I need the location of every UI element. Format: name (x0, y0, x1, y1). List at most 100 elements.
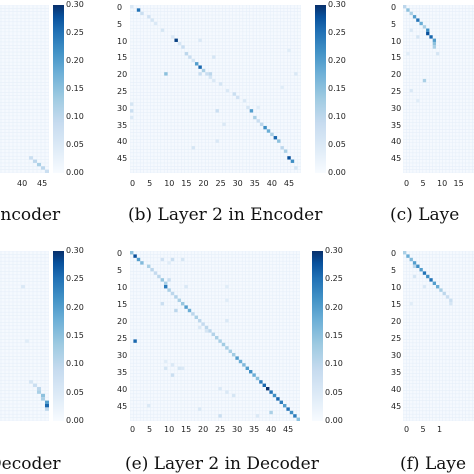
tick-label: 45 (117, 402, 128, 411)
tick-label: 0.00 (66, 168, 84, 177)
tick-label: 40 (266, 179, 277, 188)
heatmap-svg (130, 251, 300, 421)
tick-label: 10 (117, 36, 128, 46)
heatmap-cell (287, 48, 291, 53)
heatmap-cell (422, 271, 427, 275)
heatmap-cell (177, 298, 181, 302)
tick-label: 5 (147, 179, 153, 188)
heatmap-cell (201, 322, 205, 326)
heatmap-cell (45, 169, 49, 173)
heatmap-cell (198, 38, 202, 42)
heatmap-svg (130, 5, 301, 173)
heatmap-cell (403, 5, 407, 9)
heatmap-encoder-layer2 (130, 5, 301, 173)
heatmap-cell (177, 41, 182, 46)
heatmap-cell (293, 414, 297, 418)
heatmap-cell (198, 325, 202, 330)
heatmap-cell (429, 35, 433, 39)
tick-label: 15 (117, 53, 128, 63)
heatmap-cell (280, 85, 284, 89)
heatmap-cell (140, 261, 144, 265)
heatmap-cell (181, 302, 185, 306)
heatmap-cell (255, 376, 260, 381)
heatmap-cell (208, 72, 213, 76)
tick-label: 0.20 (66, 302, 84, 312)
heatmap-cell (429, 278, 433, 282)
heatmap-cell (29, 380, 33, 384)
tick-label: 25 (391, 334, 402, 343)
caption-b: (b) Layer 2 in Encoder (128, 205, 323, 225)
heatmap-cell (225, 285, 229, 289)
heatmap-cell (445, 295, 450, 299)
heatmap-cell (422, 25, 427, 29)
heatmap-cell (273, 136, 278, 140)
colorbar-b (315, 5, 326, 173)
heatmap-cell (160, 278, 164, 282)
heatmap-cell (294, 166, 298, 170)
caption-e: (e) Layer 2 in Decoder (125, 454, 319, 474)
heatmap-cell (170, 373, 175, 377)
tick-label: 0.20 (66, 56, 84, 65)
tick-label: 0 (130, 179, 136, 188)
heatmap-svg (0, 251, 49, 421)
heatmap-cell (280, 146, 284, 150)
tick-label: 0.10 (66, 359, 84, 369)
heatmap-cell (419, 268, 423, 272)
heatmap-decoder-layer2 (130, 251, 300, 421)
heatmap-cell (235, 356, 239, 360)
tick-label: 15 (391, 53, 402, 63)
heatmap-cell (218, 414, 222, 418)
tick-label: 10 (164, 179, 175, 188)
tick-label: 0.15 (328, 84, 346, 93)
heatmap-cell (215, 139, 219, 143)
heatmap-cell (130, 109, 134, 113)
tick-label: 15 (181, 179, 192, 188)
tick-label: 0 (391, 3, 397, 12)
heatmap-cell (215, 109, 219, 113)
heatmap-cell (167, 261, 171, 265)
tick-label: 20 (117, 317, 128, 326)
tick-label: 25 (117, 334, 128, 343)
tick-label: 5 (117, 266, 123, 275)
heatmap-cell (436, 285, 440, 289)
heatmap-cell (287, 156, 291, 160)
heatmap-cell (194, 62, 199, 66)
heatmap-cell (130, 102, 134, 106)
tick-label: 0.10 (325, 359, 343, 369)
tick-label: 25 (391, 87, 402, 96)
heatmap-cell (37, 387, 41, 391)
heatmap-cell (412, 261, 417, 265)
tick-label: 15 (453, 179, 464, 188)
heatmap-cell (253, 115, 257, 120)
heatmap-cell (160, 28, 165, 32)
heatmap-cell (232, 92, 237, 96)
heatmap-cell (406, 8, 410, 12)
tick-label: 35 (391, 368, 402, 377)
heatmap-cell (449, 302, 453, 306)
heatmap-cell (262, 383, 266, 387)
tick-label: 0.20 (325, 302, 343, 312)
tick-label: 10 (391, 36, 402, 46)
heatmap-cell (29, 156, 33, 160)
tick-label: 15 (117, 300, 128, 309)
heatmap-cell (208, 329, 212, 333)
heatmap-cell (164, 72, 168, 76)
heatmap-cell (422, 285, 427, 289)
tick-label: 0 (391, 249, 397, 258)
tick-label: 10 (437, 179, 448, 188)
tick-label: 1 (437, 425, 443, 434)
heatmap-cell (174, 295, 178, 299)
heatmap-decoder-layer3 (403, 251, 474, 421)
heatmap-cell (177, 366, 181, 370)
heatmap-cell (147, 264, 151, 268)
heatmap-cell (164, 366, 168, 370)
heatmap-cell (412, 274, 417, 279)
heatmap-cell (41, 393, 45, 398)
tick-label: 35 (117, 368, 128, 377)
heatmap-cell (130, 5, 134, 9)
caption-a: Encoder (0, 205, 61, 225)
heatmap-cell (228, 349, 232, 353)
heatmap-cell (276, 397, 280, 401)
heatmap-cell (259, 380, 263, 384)
heatmap-cell (136, 8, 141, 12)
